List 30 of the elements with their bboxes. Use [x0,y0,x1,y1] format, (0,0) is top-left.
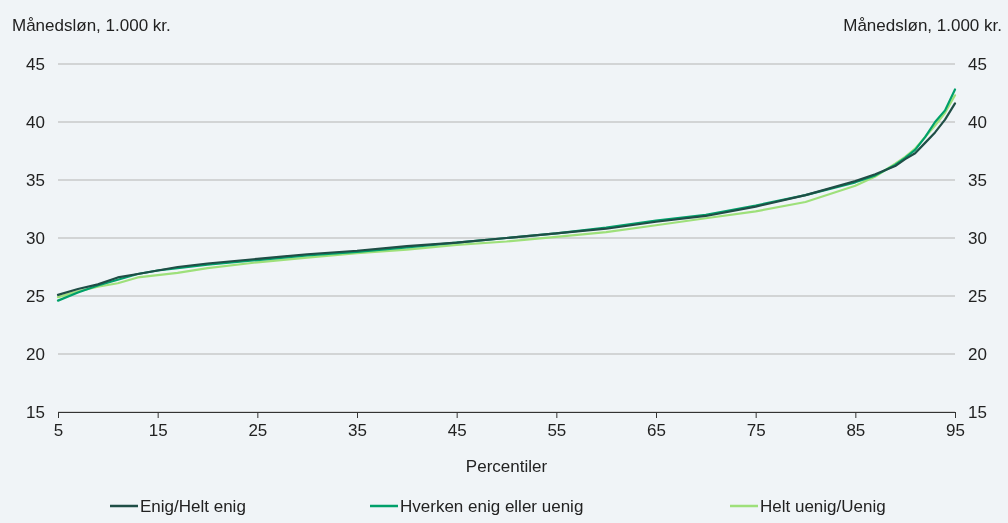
y2-tick-label: 25 [968,286,987,306]
y-tick-label: 25 [26,286,45,306]
x-tick-label: 45 [447,421,467,441]
y-tick-label: 20 [26,344,45,364]
y-tick-label: 30 [26,228,45,248]
y-tick-label: 45 [26,54,45,74]
x-axis-title: Percentiler [465,457,548,476]
x-tick-label: 35 [348,421,367,441]
y-tick-label: 15 [26,402,45,422]
y-tick-label: 35 [26,170,45,190]
legend-label: Hverken enig eller uenig [400,497,584,516]
x-tick-label: 5 [53,421,64,441]
y2-axis-title: Månedsløn, 1.000 kr. [843,16,1002,35]
x-tick-label: 95 [946,421,965,441]
y-axis-title: Månedsløn, 1.000 kr. [12,16,171,35]
legend-label: Helt uenig/Uenig [760,497,886,516]
y2-tick-label: 35 [968,170,987,190]
y2-tick-label: 15 [968,402,987,422]
x-tick-label: 25 [248,421,268,441]
y2-tick-label: 40 [968,112,987,132]
y2-tick-label: 45 [968,54,987,74]
x-tick-label: 85 [846,421,866,441]
x-tick-label: 65 [647,421,666,441]
x-tick-label: 15 [148,421,168,441]
x-tick-label: 55 [547,421,567,441]
x-tick-label: 75 [746,421,766,441]
y2-tick-label: 30 [968,228,987,248]
y-tick-label: 40 [26,112,45,132]
y2-tick-label: 20 [968,344,987,364]
legend-label: Enig/Helt enig [140,497,246,516]
